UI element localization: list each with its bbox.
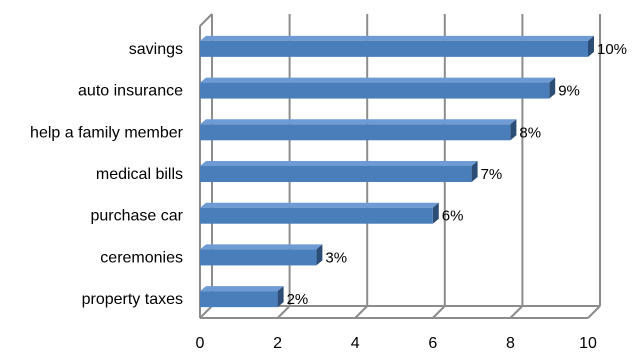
data-label: 2% [287, 291, 309, 308]
bar [200, 249, 316, 265]
bar-top [200, 244, 322, 249]
gridline-floor [433, 306, 445, 318]
category-label: medical bills [96, 166, 183, 183]
gridline-floor [200, 306, 212, 318]
data-label: 8% [519, 124, 541, 141]
bar-top [200, 286, 284, 291]
bar [200, 166, 472, 182]
bar [200, 291, 278, 307]
data-label: 10% [597, 41, 627, 58]
x-tick-label: 10 [579, 335, 597, 352]
bar-top [200, 36, 594, 41]
category-label: help a family member [30, 124, 184, 141]
x-tick-label: 6 [428, 335, 437, 352]
category-label: auto insurance [78, 83, 183, 100]
data-label: 7% [481, 166, 503, 183]
bar-top [200, 78, 555, 83]
x-tick-label: 0 [196, 335, 205, 352]
bar-top [200, 119, 516, 124]
data-label: 3% [325, 249, 347, 266]
x-tick-label: 2 [273, 335, 282, 352]
category-label: savings [129, 41, 183, 58]
bar-top [200, 203, 439, 208]
bar-top [200, 161, 478, 166]
data-label: 9% [558, 83, 580, 100]
x-tick-label: 4 [351, 335, 360, 352]
y-axis-top [200, 14, 212, 26]
bar [200, 208, 433, 224]
category-label: property taxes [82, 291, 183, 308]
x-tick-label: 8 [506, 335, 515, 352]
bar [200, 41, 588, 57]
gridline-floor [510, 306, 522, 318]
data-label: 6% [442, 208, 464, 225]
gridline-floor [588, 306, 600, 318]
category-label: ceremonies [100, 249, 183, 266]
bar [200, 124, 510, 140]
gridline-floor [355, 306, 367, 318]
bar [200, 83, 549, 99]
category-label: purchase car [91, 208, 184, 225]
